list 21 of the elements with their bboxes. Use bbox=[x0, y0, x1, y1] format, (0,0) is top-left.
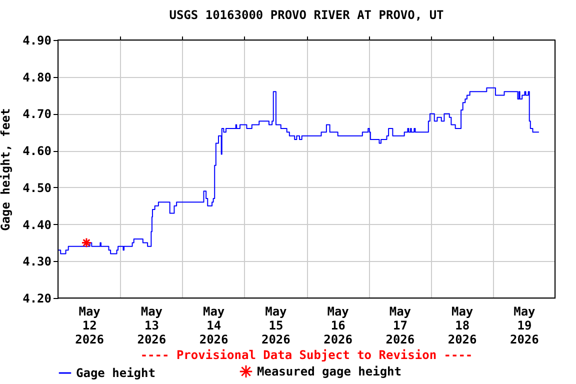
y-tick-label: 4.40 bbox=[22, 218, 52, 232]
y-tick-label: 4.50 bbox=[22, 180, 52, 195]
y-tick-label: 4.80 bbox=[22, 70, 52, 84]
x-tick-label: May 16 2026 bbox=[324, 304, 353, 346]
y-tick-label: 4.20 bbox=[22, 292, 52, 306]
x-tick-label: May 19 2026 bbox=[510, 304, 539, 346]
y-tick-label: 4.30 bbox=[22, 254, 52, 269]
text: ---- Provisional Data Subject to Revision ---- bbox=[140, 348, 473, 362]
legend-label: Measured gage height bbox=[257, 364, 402, 378]
y-axis-title: Gage height, feet bbox=[0, 108, 12, 231]
chart-title: USGS 10163000 PROVO RIVER AT PROVO, UT bbox=[169, 8, 444, 22]
x-tick-label: May 12 2026 bbox=[75, 304, 104, 346]
legend-label: Gage height bbox=[76, 366, 156, 380]
x-tick-label: May 14 2026 bbox=[199, 304, 228, 346]
y-tick-label: 4.70 bbox=[22, 107, 52, 122]
x-tick-label: May 13 2026 bbox=[137, 304, 166, 346]
y-tick-label: 4.90 bbox=[22, 34, 52, 48]
y-tick-label: 4.60 bbox=[22, 144, 52, 158]
x-tick-label: May 15 2026 bbox=[261, 304, 290, 346]
x-tick-label: May 17 2026 bbox=[386, 304, 415, 346]
x-tick-label: May 18 2026 bbox=[448, 304, 477, 346]
